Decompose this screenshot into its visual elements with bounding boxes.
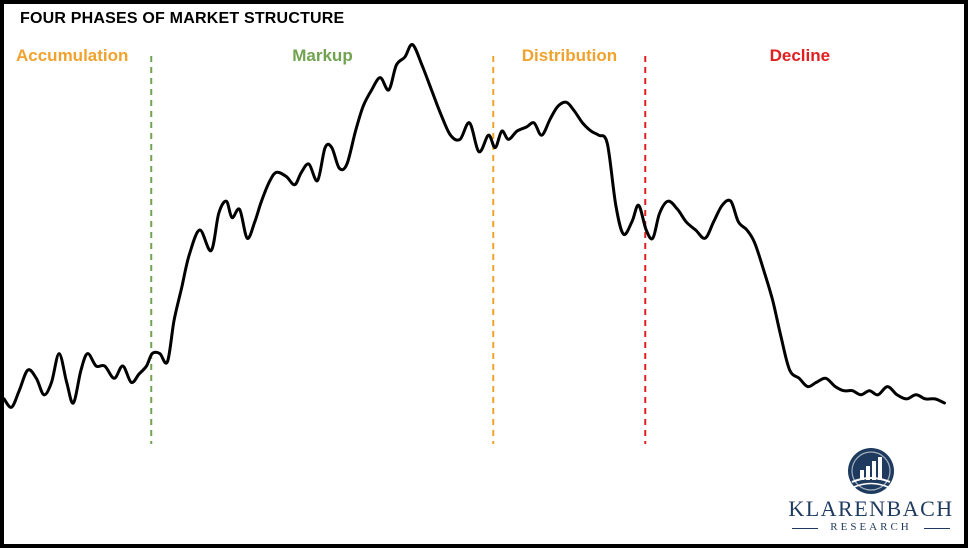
phase-label-accumulation: Accumulation (16, 46, 129, 65)
logo-subtitle-row: RESEARCH (784, 521, 958, 535)
logo-rule-right (924, 528, 950, 529)
logo-rule-left (792, 528, 818, 529)
logo-name: KLARENBACH (788, 496, 954, 521)
price-line (4, 43, 946, 409)
logo-subtitle: RESEARCH (830, 521, 912, 533)
phase-label-decline: Decline (769, 46, 831, 65)
phase-label-distribution: Distribution (521, 46, 618, 65)
phase-label-markup: Markup (292, 46, 353, 65)
brand-logo: KLARENBACH RESEARCH (784, 446, 958, 536)
globe-chart-icon (848, 448, 894, 494)
chart-title: FOUR PHASES OF MARKET STRUCTURE (20, 10, 345, 27)
phase-dividers (150, 56, 647, 444)
chart-plot (4, 43, 946, 444)
